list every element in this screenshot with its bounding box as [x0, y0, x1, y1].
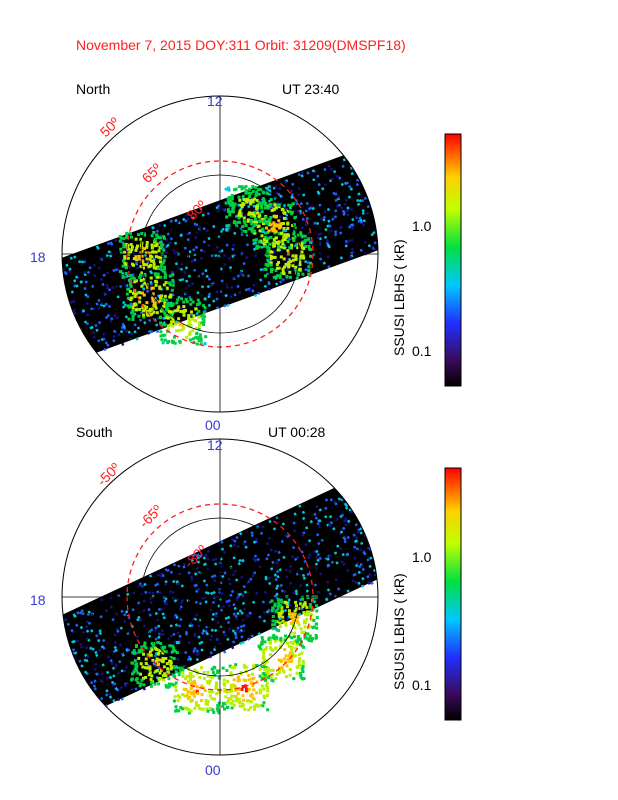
north-aurora-point-5 [224, 184, 273, 234]
north-hemisphere-label: North [76, 81, 110, 97]
north-colorbar-label: SSUSI LBHS ( kR) [391, 239, 407, 356]
south-colorbar-tick-0.1: 0.1 [412, 677, 432, 693]
figure-title: November 7, 2015 DOY:311 Orbit: 31209(DM… [76, 37, 406, 53]
south-hemisphere-label: South [76, 424, 113, 440]
north-colorbar-scale [444, 133, 462, 387]
north-colorbar-tick-1.0: 1.0 [412, 218, 432, 234]
north-mlt-18: 18 [30, 249, 46, 265]
north-polar-panel: North UT 23:40 12 18 00 50º 65º 80º [30, 81, 379, 433]
north-aurora-point-2 [159, 297, 208, 346]
north-colorbar: 1.0 0.1 SSUSI LBHS ( kR) [391, 133, 462, 387]
south-mlt-18: 18 [30, 592, 46, 608]
south-colorbar-scale [444, 467, 462, 721]
south-lat-50: -50º [94, 460, 123, 489]
south-grid [61, 438, 379, 756]
south-aurora-point-3 [257, 634, 306, 683]
south-aurora-point-0 [130, 641, 179, 689]
north-mlt-12: 12 [207, 93, 223, 109]
south-colorbar-label: SSUSI LBHS ( kR) [391, 573, 407, 690]
south-lat-65: -65º [136, 502, 165, 531]
north-lat-50: 50º [97, 114, 123, 140]
south-aurora-point-2 [221, 663, 270, 712]
south-aurora-point-1 [172, 665, 222, 715]
south-ut-label: UT 00:28 [268, 424, 326, 440]
north-mlt-00: 00 [205, 417, 221, 433]
south-mlt-00: 00 [205, 762, 221, 778]
north-ut-label: UT 23:40 [282, 81, 340, 97]
north-aurora-point-0 [118, 231, 167, 279]
south-mlt-12: 12 [207, 437, 223, 453]
north-colorbar-tick-0.1: 0.1 [412, 343, 432, 359]
north-grid [61, 95, 379, 413]
south-colorbar-tick-1.0: 1.0 [412, 549, 432, 565]
south-colorbar: 1.0 0.1 SSUSI LBHS ( kR) [391, 467, 462, 721]
south-polar-panel: South UT 00:28 12 18 00 -50º -65º -80º [30, 424, 379, 778]
